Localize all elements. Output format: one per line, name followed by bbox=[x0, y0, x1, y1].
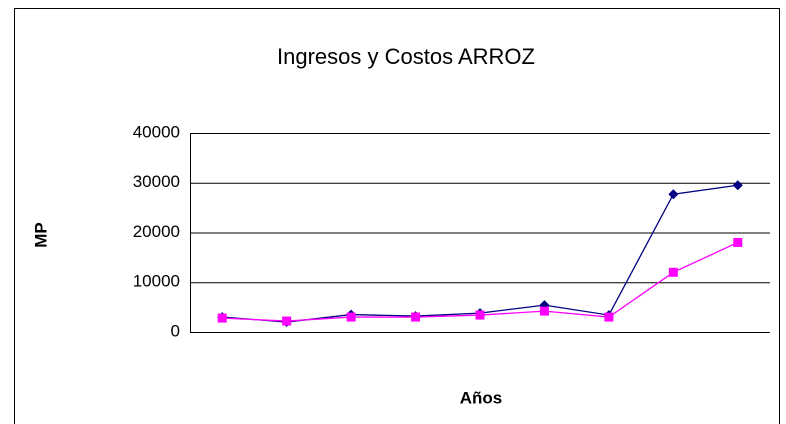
marker bbox=[539, 306, 549, 316]
y-tick-label: 40000 bbox=[133, 122, 180, 141]
marker bbox=[604, 312, 614, 322]
marker bbox=[668, 267, 678, 277]
y-axis-label: MP bbox=[31, 222, 50, 248]
marker bbox=[732, 180, 743, 191]
marker bbox=[282, 316, 292, 326]
y-tick-label: 10000 bbox=[133, 272, 180, 291]
marker bbox=[217, 313, 227, 323]
marker bbox=[346, 312, 356, 322]
y-tick-label: 20000 bbox=[133, 222, 180, 241]
x-axis-label: Años bbox=[460, 388, 503, 407]
y-tick-label: 30000 bbox=[133, 172, 180, 191]
chart-frame bbox=[14, 8, 780, 424]
marker bbox=[668, 189, 679, 200]
y-tick-label: 0 bbox=[171, 321, 180, 340]
marker bbox=[733, 237, 743, 247]
marker bbox=[475, 310, 485, 320]
marker bbox=[411, 312, 421, 322]
chart-title: Ingresos y Costos ARROZ bbox=[277, 44, 535, 69]
